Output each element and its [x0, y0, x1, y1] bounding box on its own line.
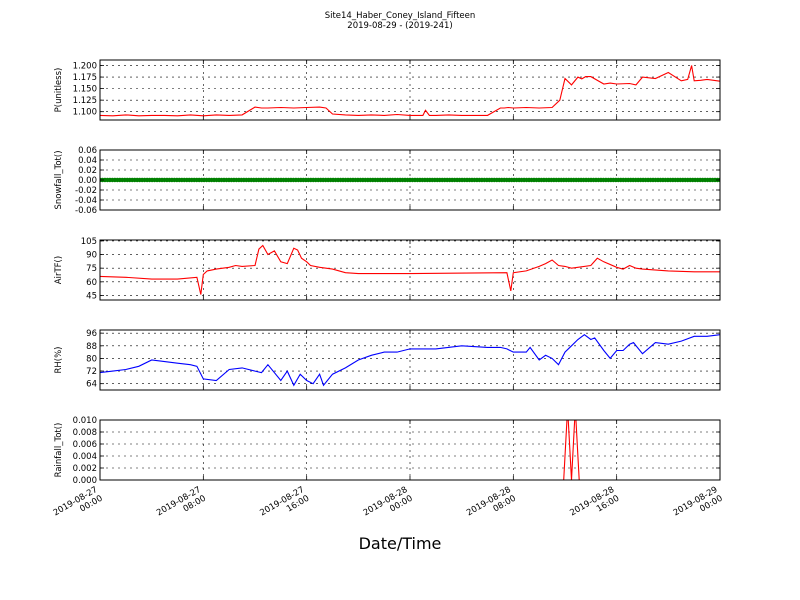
- y-tick-label: 72: [86, 367, 97, 377]
- y-tick-label: 0.010: [73, 416, 97, 426]
- y-axis-label: Rainfall_Tot(): [54, 423, 64, 478]
- x-tick-label: 2019-08-2808:00: [465, 485, 518, 527]
- y-tick-label: 1.200: [73, 62, 97, 72]
- x-tick-label: 2019-08-2708:00: [155, 485, 208, 527]
- y-axis-label: P(unitless): [54, 68, 64, 113]
- y-tick-label: 0.04: [78, 156, 97, 166]
- y-tick-label: 96: [86, 329, 97, 339]
- x-axis-label: Date/Time: [358, 534, 442, 553]
- x-tick-label: 2019-08-2900:00: [672, 485, 725, 527]
- panel-5: 0.000 0.002 0.004 0.006 0.008 0.010 Rainfall_T…: [54, 416, 721, 486]
- series-line: [100, 334, 720, 387]
- y-tick-label: 90: [86, 251, 97, 261]
- y-axis-label: RH(%): [54, 346, 64, 373]
- y-tick-label: 0.004: [73, 452, 97, 462]
- y-tick-label: 0.002: [73, 464, 97, 474]
- chart-title-line2: 2019-08-29 - (2019-241): [347, 21, 453, 31]
- y-tick-label: -0.04: [75, 196, 97, 206]
- x-tick-label: 2019-08-2800:00: [362, 485, 415, 527]
- x-tick-label: 2019-08-2716:00: [258, 485, 311, 527]
- y-tick-label: 64: [86, 380, 97, 390]
- y-tick-label: 0.00: [78, 176, 97, 186]
- x-tick-labels: 2019-08-2700:00 2019-08-2708:00 2019-08-27…: [52, 485, 725, 527]
- y-tick-label: 0.000: [73, 476, 97, 486]
- y-tick-label: 0.06: [78, 146, 97, 156]
- panel-2: -0.06-0.04-0.020.000.020.040.06 Snowfall_…: [54, 146, 721, 216]
- y-axis-label: Snowfall_Tot(): [54, 150, 64, 209]
- x-tick-label: 2019-08-2700:00: [52, 485, 105, 527]
- y-tick-label: 105: [81, 237, 97, 247]
- chart-title-line1: Site14_Haber_Coney_Island_Fifteen: [324, 11, 476, 21]
- y-tick-label: 1.125: [73, 96, 97, 106]
- panel-4: 64 72 80 88 96 RH(%): [54, 329, 721, 391]
- y-tick-label: 0.008: [73, 428, 97, 438]
- y-tick-label: 0.02: [78, 166, 97, 176]
- x-tick-label: 2019-08-2816:00: [568, 485, 621, 527]
- y-tick-label: 1.150: [73, 85, 97, 95]
- y-tick-label: 75: [86, 264, 97, 274]
- series-line: [100, 244, 720, 295]
- y-tick-label: 88: [86, 342, 97, 352]
- y-tick-label: 1.100: [73, 108, 97, 118]
- y-tick-label: 1.175: [73, 73, 97, 83]
- y-tick-label: -0.02: [75, 186, 97, 196]
- y-tick-label: 80: [86, 354, 97, 364]
- series-markers: [100, 177, 720, 183]
- y-tick-label: 45: [86, 291, 97, 301]
- panel-3: 45 60 75 90 105 AirTF(): [54, 237, 721, 301]
- y-tick-label: 0.006: [73, 440, 97, 450]
- y-axis-label: AirTF(): [54, 256, 64, 284]
- y-tick-label: -0.06: [75, 206, 97, 216]
- y-tick-label: 60: [86, 278, 97, 288]
- series-line: [100, 65, 720, 117]
